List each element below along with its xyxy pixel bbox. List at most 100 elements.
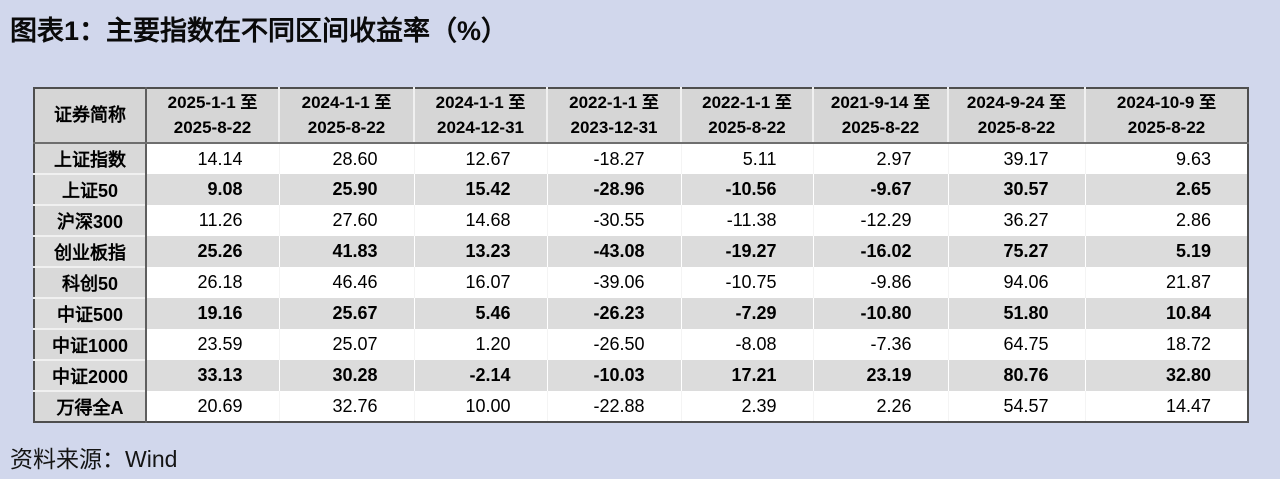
row-label: 科创50 (34, 266, 147, 298)
table-cell: 25.90 (278, 174, 414, 205)
table-row: 中证500 19.16 25.67 5.46 -26.23 -7.29 -10.… (34, 297, 1248, 329)
table-cell: -43.08 (546, 236, 681, 267)
table-cell: -8.08 (680, 329, 813, 360)
table-cell: 25.26 (145, 236, 279, 267)
row-label: 中证2000 (34, 359, 147, 391)
table-cell: -9.67 (812, 174, 948, 205)
table-cell: -7.29 (680, 298, 813, 329)
table-cell: 19.16 (145, 298, 279, 329)
table-row: 上证50 9.08 25.90 15.42 -28.96 -10.56 -9.6… (34, 173, 1248, 205)
table-cell: 39.17 (947, 143, 1085, 174)
table-cell: 16.07 (413, 267, 547, 298)
table-cell: -10.75 (680, 267, 813, 298)
table-cell: 94.06 (947, 267, 1085, 298)
table-cell: -10.80 (812, 298, 948, 329)
table-row: 科创50 26.18 46.46 16.07 -39.06 -10.75 -9.… (34, 266, 1248, 298)
index-returns-table: 证券简称 2025-1-1 至 2025-8-22 2024-1-1 至 202… (33, 87, 1249, 423)
table-cell: 9.08 (145, 174, 279, 205)
table-cell: 5.19 (1084, 236, 1248, 267)
table-cell: 9.63 (1084, 143, 1248, 174)
table-cell: -11.38 (680, 205, 813, 236)
table-cell: 2.97 (812, 143, 948, 174)
table-cell: 32.76 (278, 391, 414, 422)
column-header-period-7: 2024-9-24 至 2025-8-22 (947, 88, 1085, 144)
table-row: 万得全A 20.69 32.76 10.00 -22.88 2.39 2.26 … (34, 390, 1248, 422)
table-row: 中证2000 33.13 30.28 -2.14 -10.03 17.21 23… (34, 359, 1248, 391)
table-cell: -12.29 (812, 205, 948, 236)
table-cell: 2.86 (1084, 205, 1248, 236)
row-label: 中证500 (34, 297, 147, 329)
table-cell: -18.27 (546, 143, 681, 174)
table-cell: 15.42 (413, 174, 547, 205)
table-cell: 18.72 (1084, 329, 1248, 360)
table-cell: 2.26 (812, 391, 948, 422)
column-header-security-name: 证券简称 (34, 88, 147, 144)
table-cell: -2.14 (413, 360, 547, 391)
table-cell: 17.21 (680, 360, 813, 391)
table-cell: 10.84 (1084, 298, 1248, 329)
row-label: 中证1000 (34, 328, 147, 360)
table-cell: 28.60 (278, 143, 414, 174)
table-cell: 54.57 (947, 391, 1085, 422)
table-cell: 46.46 (278, 267, 414, 298)
table-cell: 23.19 (812, 360, 948, 391)
table-cell: -9.86 (812, 267, 948, 298)
table-cell: 14.68 (413, 205, 547, 236)
table-cell: 14.14 (145, 143, 279, 174)
table-cell: 2.39 (680, 391, 813, 422)
table-cell: 51.80 (947, 298, 1085, 329)
table-cell: 2.65 (1084, 174, 1248, 205)
row-label: 沪深300 (34, 204, 147, 236)
column-header-period-6: 2021-9-14 至 2025-8-22 (812, 88, 948, 144)
table-cell: -28.96 (546, 174, 681, 205)
table-cell: 64.75 (947, 329, 1085, 360)
table-cell: 75.27 (947, 236, 1085, 267)
table-cell: 20.69 (145, 391, 279, 422)
column-header-period-3: 2024-1-1 至 2024-12-31 (413, 88, 547, 144)
table-cell: 30.28 (278, 360, 414, 391)
table-cell: 32.80 (1084, 360, 1248, 391)
table-header-row: 证券简称 2025-1-1 至 2025-8-22 2024-1-1 至 202… (34, 88, 1248, 144)
table-cell: -30.55 (546, 205, 681, 236)
row-label: 创业板指 (34, 235, 147, 267)
table-cell: -10.03 (546, 360, 681, 391)
table-cell: 13.23 (413, 236, 547, 267)
row-label: 上证50 (34, 173, 147, 205)
data-source-note: 资料来源：Wind (10, 446, 178, 472)
table-cell: 11.26 (145, 205, 279, 236)
table-cell: 23.59 (145, 329, 279, 360)
column-header-period-1: 2025-1-1 至 2025-8-22 (145, 88, 279, 144)
table-cell: 33.13 (145, 360, 279, 391)
table-cell: 41.83 (278, 236, 414, 267)
table-cell: -10.56 (680, 174, 813, 205)
table-cell: -39.06 (546, 267, 681, 298)
table-cell: -26.23 (546, 298, 681, 329)
row-label: 万得全A (34, 390, 147, 422)
column-header-period-8: 2024-10-9 至 2025-8-22 (1084, 88, 1248, 144)
table-cell: 26.18 (145, 267, 279, 298)
table-cell: 80.76 (947, 360, 1085, 391)
column-header-period-2: 2024-1-1 至 2025-8-22 (278, 88, 414, 144)
table-cell: -7.36 (812, 329, 948, 360)
table-cell: 36.27 (947, 205, 1085, 236)
row-label: 上证指数 (34, 143, 147, 174)
table-row: 沪深300 11.26 27.60 14.68 -30.55 -11.38 -1… (34, 204, 1248, 236)
table-cell: 25.67 (278, 298, 414, 329)
table-cell: 12.67 (413, 143, 547, 174)
table-cell: 27.60 (278, 205, 414, 236)
table-cell: 25.07 (278, 329, 414, 360)
table-cell: 30.57 (947, 174, 1085, 205)
table-cell: -26.50 (546, 329, 681, 360)
table-cell: -16.02 (812, 236, 948, 267)
table-cell: 5.11 (680, 143, 813, 174)
table-cell: 10.00 (413, 391, 547, 422)
table-row: 创业板指 25.26 41.83 13.23 -43.08 -19.27 -16… (34, 235, 1248, 267)
table-cell: 5.46 (413, 298, 547, 329)
figure-title: 图表1：主要指数在不同区间收益率（%） (10, 16, 509, 46)
table-cell: 14.47 (1084, 391, 1248, 422)
column-header-period-5: 2022-1-1 至 2025-8-22 (680, 88, 813, 144)
table-cell: -19.27 (680, 236, 813, 267)
table-cell: 21.87 (1084, 267, 1248, 298)
column-header-period-4: 2022-1-1 至 2023-12-31 (546, 88, 681, 144)
table-cell: 1.20 (413, 329, 547, 360)
